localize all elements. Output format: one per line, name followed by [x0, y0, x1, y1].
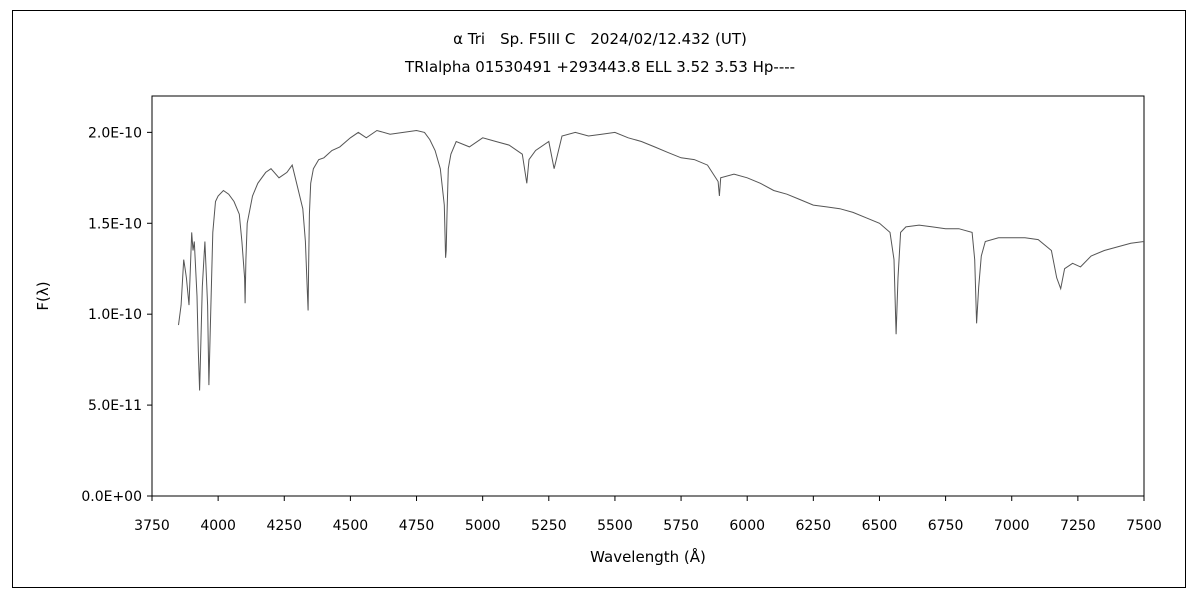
- x-tick-label: 7000: [994, 518, 1030, 534]
- x-tick-label: 7250: [1060, 518, 1096, 534]
- y-axis: 0.0E+00 5.0E-11 1.0E-10 1.5E-10 2.0E-10: [81, 125, 152, 505]
- x-tick-label: 6750: [928, 518, 964, 534]
- chart-subtitle: TRIalpha 01530491 +293443.8 ELL 3.52 3.5…: [404, 58, 795, 76]
- y-tick-label: 2.0E-10: [88, 125, 142, 141]
- x-tick-label: 7500: [1126, 518, 1162, 534]
- x-tick-label: 4500: [333, 518, 369, 534]
- x-tick-label: 6500: [862, 518, 898, 534]
- spectrum-line: [178, 129, 1145, 391]
- x-tick-label: 5500: [597, 518, 633, 534]
- x-axis-label: Wavelength (Å): [590, 547, 706, 566]
- y-tick-label: 1.5E-10: [88, 216, 142, 232]
- x-tick-label: 5750: [663, 518, 699, 534]
- x-tick-label: 5250: [531, 518, 567, 534]
- y-tick-label: 1.0E-10: [88, 307, 142, 323]
- chart-frame: [12, 10, 1186, 588]
- y-tick-label: 5.0E-11: [88, 398, 142, 414]
- x-tick-label: 5000: [465, 518, 501, 534]
- x-tick-label: 4750: [399, 518, 435, 534]
- x-tick-label: 6000: [729, 518, 765, 534]
- x-tick-label: 4000: [200, 518, 236, 534]
- x-tick-label: 4250: [266, 518, 302, 534]
- chart-title: α Tri Sp. F5III C 2024/02/12.432 (UT): [453, 30, 747, 48]
- x-tick-label: 3750: [134, 518, 170, 534]
- x-tick-label: 6250: [796, 518, 832, 534]
- plot-area: [151, 95, 1145, 497]
- y-tick-label: 0.0E+00: [81, 489, 142, 505]
- y-axis-label: F(λ): [34, 281, 52, 310]
- x-axis: 3750 4000 4250 4500 4750 5000 5250 5500 5750 6000…: [134, 496, 1162, 534]
